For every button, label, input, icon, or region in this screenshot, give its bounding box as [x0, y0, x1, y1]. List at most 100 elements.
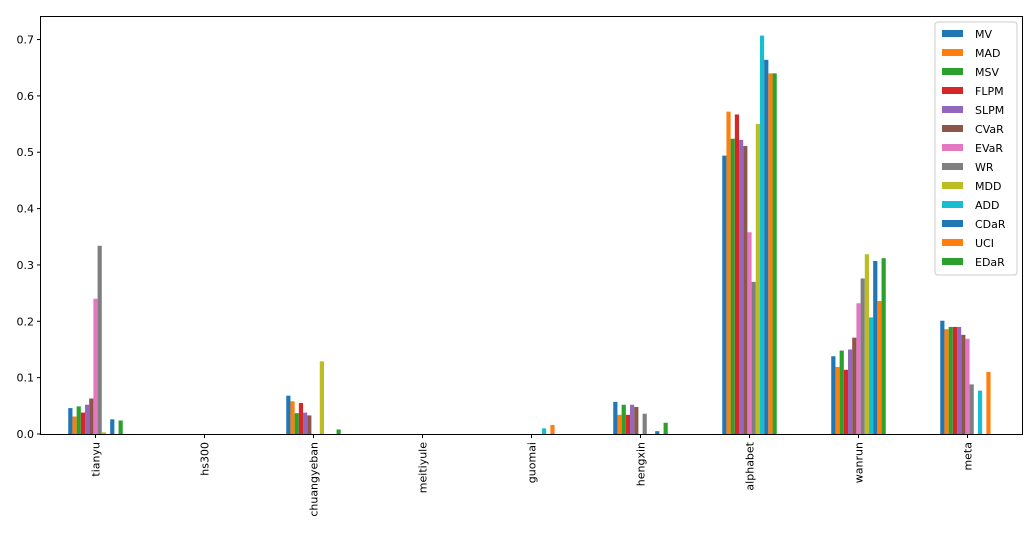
legend-swatch-edar: [942, 258, 963, 265]
x-tick-label-tianyu: tianyu: [90, 442, 103, 477]
legend-label-msv: MSV: [975, 66, 999, 79]
bar-flpm-wanrun: [843, 369, 849, 434]
bar-wr-meta: [969, 384, 974, 434]
bar-wr-alphabet: [751, 281, 756, 434]
bar-edar-alphabet: [772, 73, 777, 434]
y-tick-label: 0.4: [17, 203, 35, 216]
bar-wr-tianyu: [97, 245, 102, 434]
bar-slpm-tianyu: [85, 404, 90, 434]
bar-edar-hengxin: [663, 422, 668, 434]
legend-label-wr: WR: [975, 161, 994, 174]
legend: MV MAD MSV FLPM SLPM CVaR EVaR WR MDD ADD CDaR UCI E…: [934, 21, 1018, 276]
bar-uci-alphabet: [768, 73, 773, 434]
bar-flpm-alphabet: [734, 114, 740, 435]
bar-cvar-chuangyeban: [307, 415, 312, 434]
y-tick-label: 0.3: [17, 259, 35, 272]
bar-evar-tianyu: [93, 298, 98, 434]
x-tick-label-guomai: guomai: [526, 442, 539, 483]
bar-cdar-hengxin: [655, 431, 660, 434]
y-tick-label: 0.1: [17, 372, 35, 385]
bar-edar-tianyu: [118, 420, 123, 434]
y-tick-label: 0.6: [17, 90, 35, 103]
x-tick-label-hengxin: hengxin: [635, 442, 648, 486]
y-tick-label: 0.2: [17, 315, 35, 328]
plot-frame: [40, 16, 1023, 435]
bar-uci-wanrun: [877, 301, 882, 434]
bar-mdd-wanrun: [864, 254, 869, 434]
y-tick-label: 0.5: [17, 146, 35, 159]
legend-label-cdar: CDaR: [975, 218, 1006, 231]
bar-mad-alphabet: [726, 111, 731, 435]
bar-msv-tianyu: [76, 406, 81, 434]
bar-cvar-meta: [961, 334, 966, 434]
bars-group: [68, 35, 991, 435]
legend-swatch-slpm: [942, 106, 963, 113]
bar-cvar-hengxin: [634, 406, 639, 434]
legend-label-uci: UCI: [975, 237, 994, 250]
bar-mv-alphabet: [722, 155, 727, 434]
bar-flpm-chuangyeban: [298, 403, 304, 434]
bar-mv-hengxin: [613, 401, 618, 434]
bar-mv-meta: [940, 320, 945, 434]
bar-add-wanrun: [868, 317, 874, 434]
x-tick-label-alphabet: alphabet: [744, 441, 757, 490]
bar-mdd-tianyu: [101, 432, 106, 434]
bar-mad-meta: [944, 329, 949, 434]
bar-mv-wanrun: [831, 356, 836, 434]
legend-swatch-uci: [942, 239, 963, 246]
legend-label-mv: MV: [975, 28, 992, 41]
bar-add-meta: [977, 390, 983, 434]
bar-slpm-alphabet: [739, 139, 744, 434]
x-tick-label-chuangyeban: chuangyeban: [308, 442, 321, 517]
bar-add-alphabet: [759, 35, 765, 434]
bar-cvar-alphabet: [743, 146, 748, 435]
legend-label-evar: EVaR: [975, 142, 1003, 155]
bar-cdar-tianyu: [110, 419, 115, 434]
bar-wr-wanrun: [860, 278, 865, 434]
legend-label-edar: EDaR: [975, 256, 1005, 269]
legend-label-add: ADD: [975, 199, 999, 212]
bar-msv-wanrun: [839, 350, 844, 434]
legend-swatch-flpm: [942, 87, 963, 94]
y-tick-label: 0.7: [17, 34, 35, 47]
legend-swatch-cdar: [942, 220, 963, 227]
bar-slpm-hengxin: [630, 404, 635, 434]
legend-label-mad: MAD: [975, 47, 1001, 60]
legend-swatch-add: [942, 201, 963, 208]
bar-uci-guomai: [550, 424, 555, 434]
legend-label-cvar: CVaR: [975, 123, 1004, 136]
x-tick-label-meitiyule: meitiyule: [417, 442, 430, 493]
bar-slpm-wanrun: [848, 349, 853, 434]
bar-slpm-chuangyeban: [303, 412, 308, 434]
legend-swatch-wr: [942, 163, 963, 170]
bar-cvar-tianyu: [89, 398, 94, 434]
bar-cvar-wanrun: [852, 337, 857, 434]
bar-flpm-tianyu: [80, 412, 86, 434]
bar-mdd-alphabet: [755, 124, 760, 434]
legend-label-mdd: MDD: [975, 180, 1001, 193]
legend-box: [934, 21, 1018, 276]
bar-uci-meta: [986, 372, 991, 434]
legend-swatch-msv: [942, 68, 963, 75]
bar-mad-wanrun: [835, 366, 840, 434]
bar-evar-meta: [965, 338, 970, 434]
bar-msv-meta: [948, 326, 953, 434]
legend-swatch-cvar: [942, 125, 963, 132]
bar-evar-wanrun: [856, 303, 861, 434]
bar-mdd-chuangyeban: [319, 361, 324, 434]
x-tick-label-wanrun: wanrun: [853, 442, 866, 483]
bar-msv-alphabet: [730, 138, 735, 434]
bar-mv-chuangyeban: [286, 395, 291, 434]
x-tick-label-hs300: hs300: [199, 442, 212, 476]
x-axis: tianyu hs300 chuangyeban meitiyule guomai hen…: [90, 434, 975, 517]
bar-mad-hengxin: [617, 414, 622, 434]
bar-flpm-meta: [952, 326, 958, 434]
legend-label-slpm: SLPM: [975, 104, 1004, 117]
legend-swatch-mad: [942, 49, 963, 56]
bar-wr-hengxin: [642, 413, 647, 434]
bar-edar-chuangyeban: [336, 429, 341, 434]
bar-mv-tianyu: [68, 408, 73, 434]
